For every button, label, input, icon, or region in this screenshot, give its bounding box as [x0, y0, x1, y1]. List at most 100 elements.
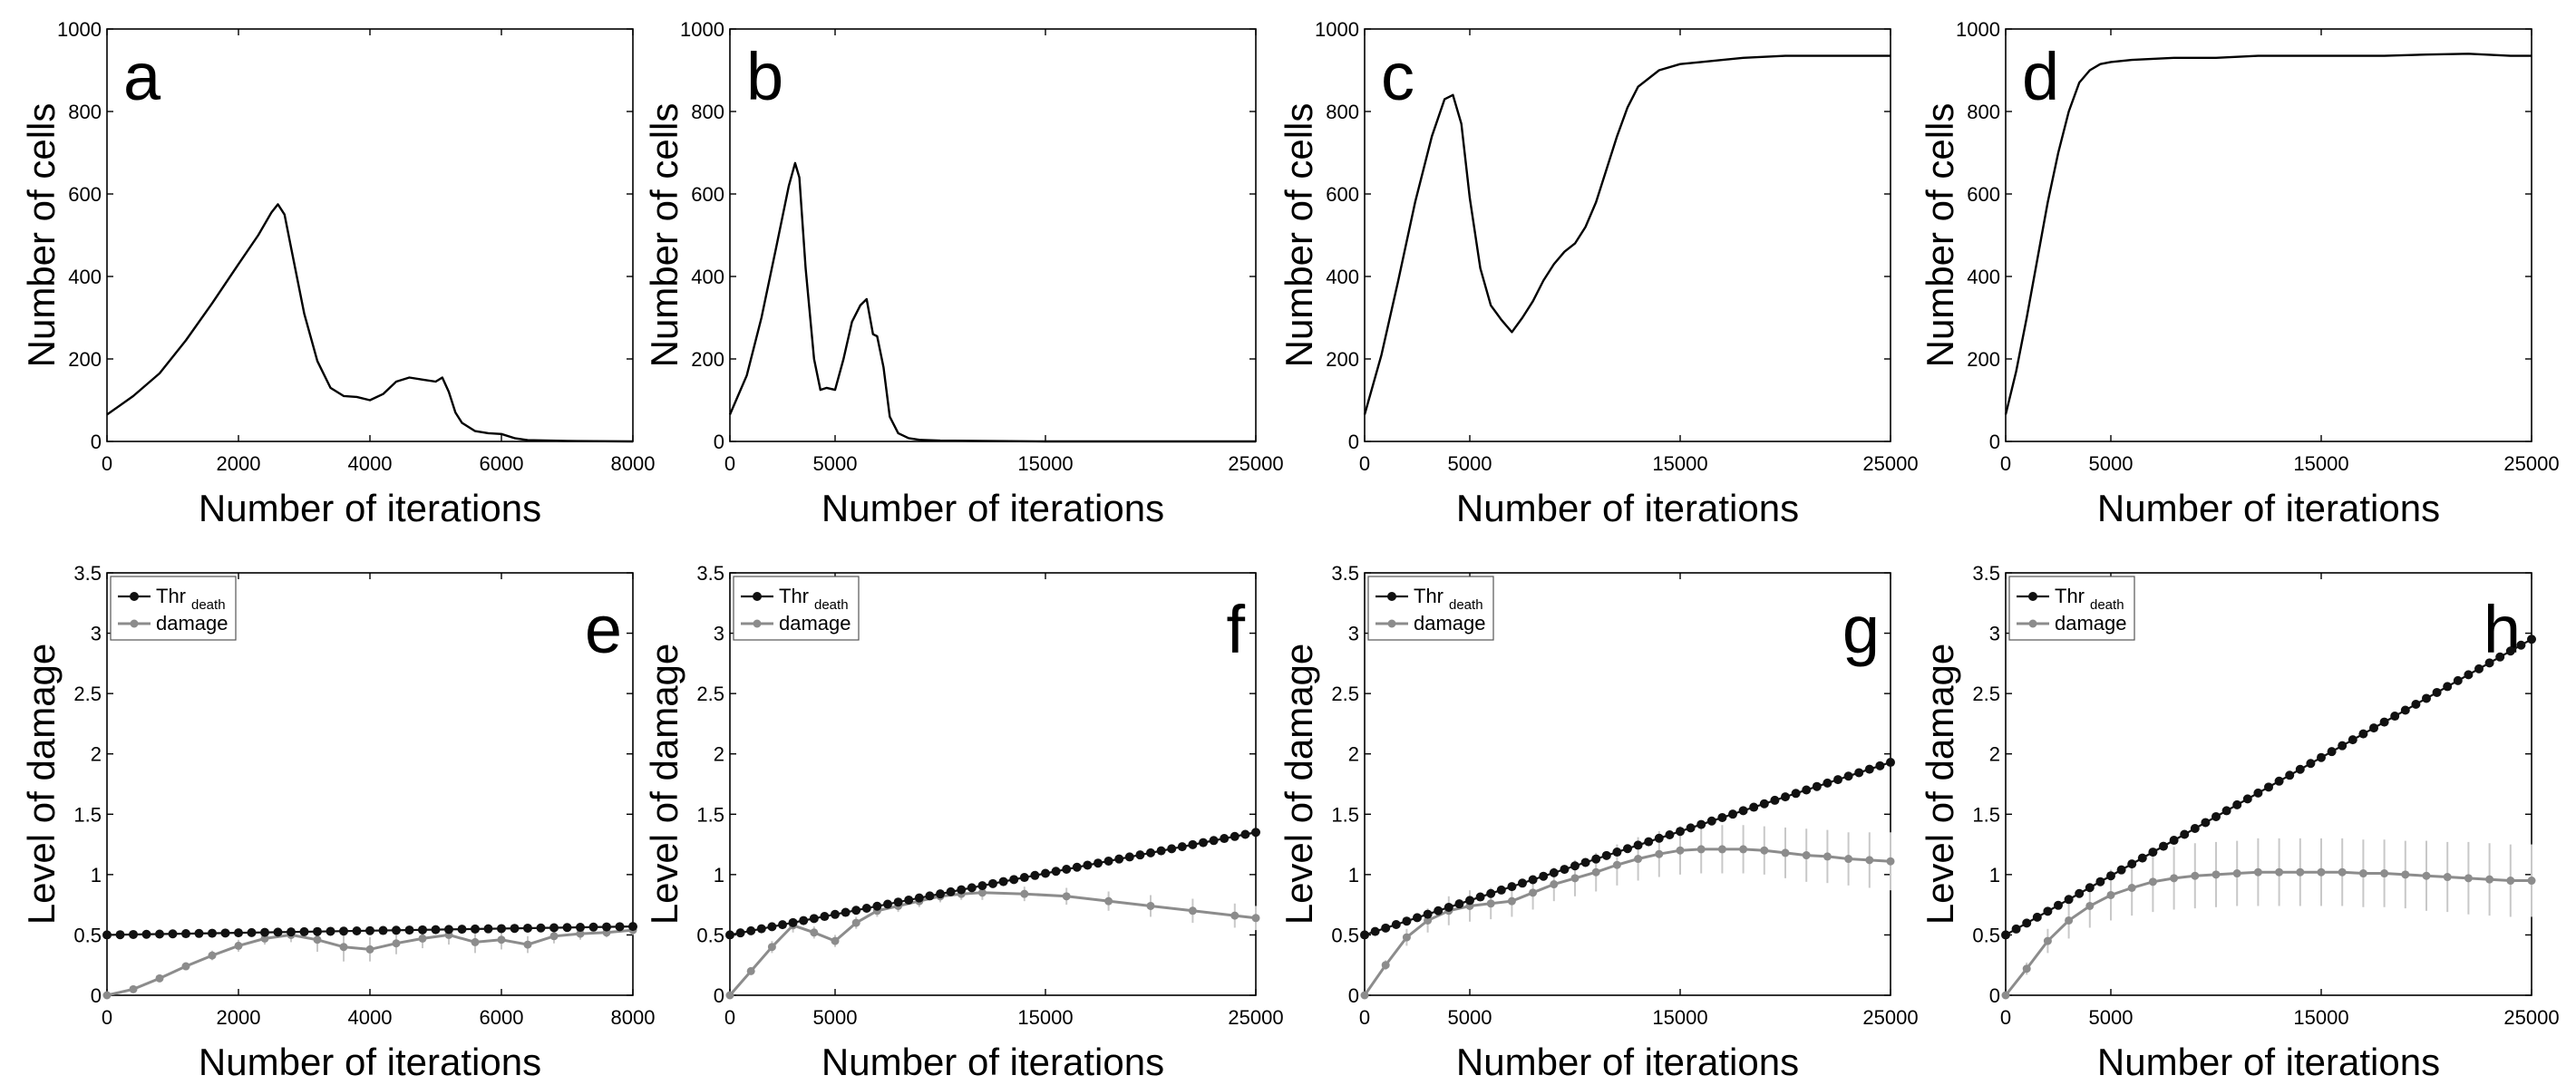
threshold-point — [788, 917, 798, 927]
damage-point — [1550, 880, 1559, 889]
y-axis-label: Level of damage — [1919, 644, 1961, 925]
threshold-point — [1507, 882, 1517, 892]
threshold-point — [431, 925, 441, 935]
y-tick-label: 800 — [691, 101, 724, 123]
threshold-point — [735, 928, 745, 938]
x-tick-label: 25000 — [1228, 1006, 1283, 1029]
y-tick-label: 2.5 — [696, 683, 724, 705]
x-tick-label: 15000 — [2293, 1006, 2348, 1029]
threshold-point — [1644, 837, 1654, 847]
x-axis-label: Number of iterations — [2097, 1041, 2440, 1083]
threshold-point — [2411, 699, 2421, 709]
threshold-point — [725, 930, 734, 940]
panel-e: 0 2000 4000 6000 8000 0 0.5 1 1.5 2 2.5 3 3.5 Number … — [20, 562, 655, 1083]
damage-point — [1251, 914, 1260, 923]
threshold-point — [2095, 877, 2105, 886]
threshold-point — [2075, 888, 2085, 898]
threshold-point — [1676, 827, 1685, 837]
y-tick-label: 1 — [714, 864, 724, 886]
threshold-point — [1251, 828, 1260, 838]
panel-letter: g — [1842, 592, 1880, 667]
threshold-point — [2011, 924, 2021, 934]
threshold-point — [1041, 868, 1050, 878]
panel-letter: d — [2022, 39, 2059, 114]
threshold-point — [365, 925, 374, 935]
threshold-point — [1812, 781, 1822, 791]
damage-line — [728, 891, 1257, 996]
threshold-point — [1759, 799, 1769, 809]
x-tick-label: 2000 — [217, 1006, 261, 1029]
threshold-point — [615, 922, 625, 932]
threshold-point — [602, 922, 611, 932]
damage-point — [102, 991, 112, 1000]
damage-point — [2253, 867, 2262, 877]
threshold-point — [326, 926, 335, 936]
threshold-point — [208, 928, 217, 938]
y-tick-label: 600 — [1326, 183, 1359, 206]
legend-box — [110, 576, 237, 641]
threshold-point — [1167, 844, 1177, 854]
x-axis-label: Number of iterations — [821, 1041, 1164, 1083]
y-tick-label: 200 — [68, 348, 102, 371]
threshold-point — [2422, 693, 2431, 703]
x-tick-label: 5000 — [2089, 1006, 2134, 1029]
threshold-point — [883, 899, 892, 909]
threshold-point — [549, 923, 559, 933]
threshold-point — [1696, 819, 1706, 829]
y-tick-label: 0 — [714, 984, 724, 1007]
axes-frame — [2005, 572, 2532, 996]
x-tick-label: 6000 — [480, 452, 524, 475]
damage-point — [2338, 867, 2347, 877]
legend-damage-marker — [2028, 619, 2037, 628]
damage-point — [2401, 870, 2410, 879]
damage-point — [2275, 867, 2284, 877]
damage-point — [831, 936, 840, 945]
panel-letter: e — [585, 592, 622, 667]
axes-frame — [729, 572, 1257, 996]
damage-point — [523, 940, 532, 949]
threshold-point — [2295, 764, 2305, 774]
panel-letter: c — [1381, 39, 1414, 114]
y-tick-label: 1.5 — [1331, 803, 1359, 826]
threshold-point — [2064, 895, 2074, 905]
y-tick-label: 2.5 — [73, 683, 102, 705]
threshold-point — [1019, 873, 1029, 883]
y-tick-label: 0 — [1348, 984, 1359, 1007]
threshold-point — [2285, 770, 2295, 780]
threshold-point — [1738, 806, 1748, 816]
damage-point — [746, 966, 755, 975]
threshold-point — [998, 877, 1008, 886]
threshold-point — [181, 929, 190, 939]
y-tick-label: 400 — [1326, 266, 1359, 288]
threshold-point — [287, 927, 296, 937]
legend-threshold-label: Thr — [779, 585, 809, 607]
damage-point — [2506, 877, 2515, 886]
y-tick-label: 0 — [1348, 431, 1359, 453]
damage-point — [1424, 915, 1433, 925]
damage-point — [1634, 855, 1643, 864]
threshold-point — [2453, 675, 2463, 685]
damage-point — [365, 945, 374, 954]
y-tick-label: 1000 — [1315, 18, 1359, 41]
threshold-point — [914, 893, 924, 903]
damage-point — [2443, 873, 2452, 882]
damage-point — [260, 934, 269, 943]
damage-point — [1717, 845, 1726, 854]
damage-point — [1844, 855, 1853, 864]
x-tick-label: 5000 — [813, 452, 858, 475]
y-tick-label: 0 — [1989, 431, 2000, 453]
threshold-point — [220, 928, 230, 938]
threshold-point — [1370, 926, 1380, 936]
threshold-point — [2443, 682, 2453, 692]
x-tick-label: 0 — [2000, 452, 2011, 475]
threshold-point — [1549, 867, 1559, 877]
y-tick-label: 3 — [714, 623, 724, 645]
y-tick-label: 2 — [1348, 743, 1359, 766]
threshold-point — [1770, 795, 1780, 805]
damage-point — [1507, 896, 1516, 906]
threshold-point — [1665, 829, 1675, 839]
legend-box — [733, 576, 860, 641]
threshold-point — [483, 924, 493, 934]
threshold-point — [260, 927, 269, 937]
legend-threshold-marker — [753, 592, 762, 601]
